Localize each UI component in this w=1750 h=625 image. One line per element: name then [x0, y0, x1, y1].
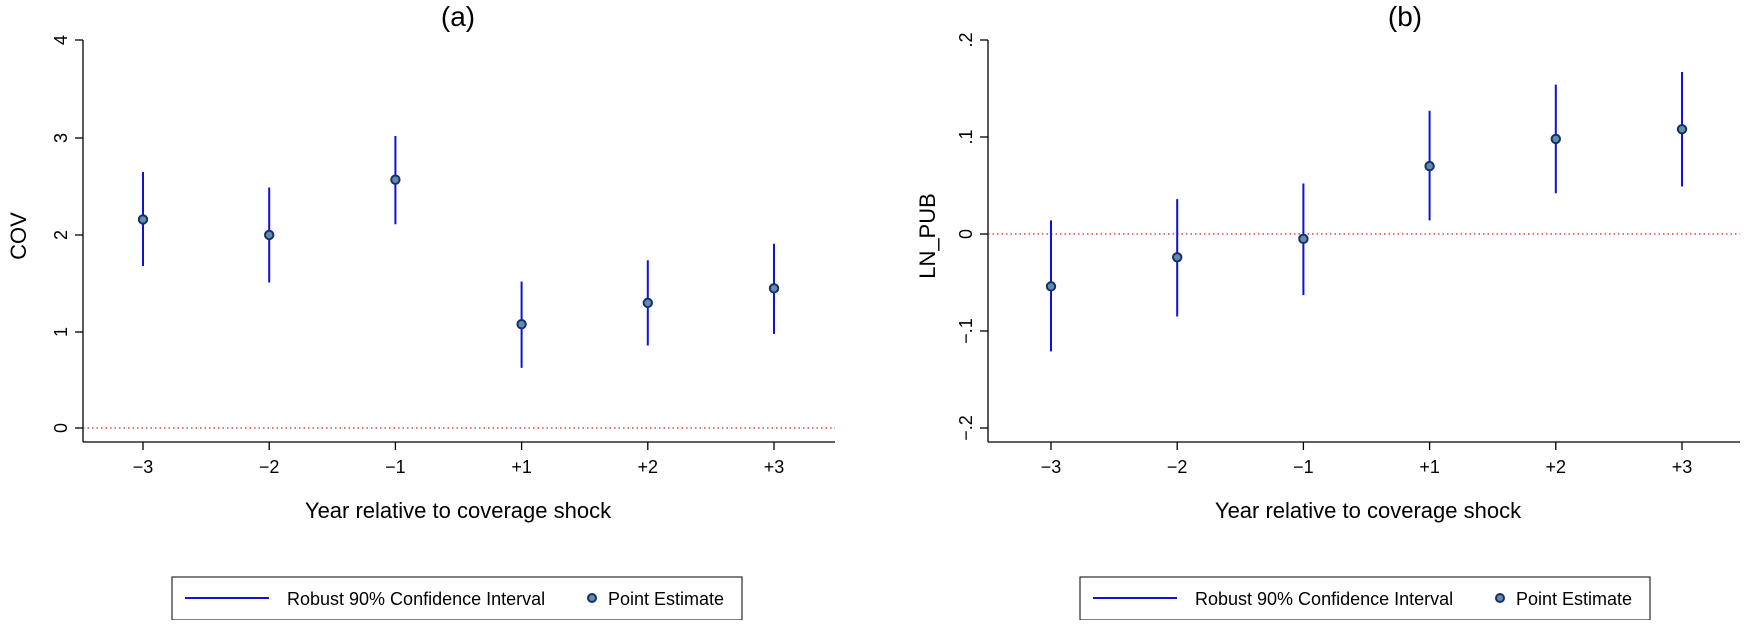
y-axis-label: COV: [6, 212, 31, 260]
y-tick-label: .1: [956, 129, 976, 144]
x-tick-label: −3: [1041, 457, 1062, 477]
x-tick-label: −2: [1167, 457, 1188, 477]
x-tick-label: +1: [1419, 457, 1440, 477]
point-estimate-marker: [1550, 133, 1562, 145]
y-tick-label: 0: [51, 423, 71, 433]
legend: Robust 90% Confidence Interval Point Esti…: [171, 576, 743, 621]
point-estimate-marker: [264, 229, 275, 241]
y-tick-label: 3: [51, 133, 71, 143]
x-tick-label: +2: [638, 457, 659, 477]
y-tick-label: 4: [51, 35, 71, 45]
chart-panel-b: (b) −.2 −.1 0 .1 .2 LN_PUB −3 −2 −1 +1 +2 +3 Year rel…: [915, 1, 1740, 621]
y-tick-label: 2: [51, 230, 71, 240]
x-tick-label: +1: [511, 457, 532, 477]
legend-point-swatch: [1495, 593, 1505, 603]
point-estimate-marker: [516, 319, 527, 330]
x-tick-label: +3: [764, 457, 785, 477]
x-tick-label: −1: [385, 457, 406, 477]
legend-ci-label: Robust 90% Confidence Interval: [287, 589, 545, 609]
legend-point-label: Point Estimate: [608, 589, 724, 609]
legend-point-label: Point Estimate: [1516, 589, 1632, 609]
x-axis-label: Year relative to coverage shock: [1215, 498, 1522, 523]
chart-title: (b): [1388, 1, 1422, 32]
point-estimate-marker: [390, 174, 401, 185]
legend: Robust 90% Confidence Interval Point Esti…: [1079, 576, 1651, 621]
x-axis-label: Year relative to coverage shock: [305, 498, 612, 523]
chart-title: (a): [441, 1, 475, 32]
point-estimate-marker: [1045, 281, 1057, 292]
chart-panel-a: (a) 0 1 2 3 4 COV −3 −2 −1 +1 +2 +3 Year relative to …: [6, 1, 835, 621]
x-tick-label: +3: [1672, 457, 1693, 477]
y-tick-label: 0: [956, 229, 976, 239]
x-tick-label: +2: [1546, 457, 1567, 477]
legend-ci-label: Robust 90% Confidence Interval: [1195, 589, 1453, 609]
x-tick-label: −1: [1293, 457, 1314, 477]
y-tick-label: .2: [956, 32, 976, 47]
point-estimate-marker: [1424, 160, 1435, 172]
point-estimate-marker: [768, 283, 780, 294]
y-tick-label: 1: [51, 327, 71, 337]
x-tick-label: −2: [259, 457, 280, 477]
y-axis-label: LN_PUB: [915, 193, 940, 279]
point-estimate-marker: [1172, 252, 1183, 263]
point-estimate-marker: [1298, 233, 1309, 245]
point-estimate-marker: [1676, 124, 1688, 135]
y-tick-label: −.1: [956, 318, 976, 344]
y-tick-label: −.2: [956, 415, 976, 441]
point-estimate-marker: [642, 297, 653, 309]
x-tick-label: −3: [133, 457, 154, 477]
legend-point-swatch: [587, 593, 597, 603]
point-estimate-marker: [137, 214, 149, 225]
